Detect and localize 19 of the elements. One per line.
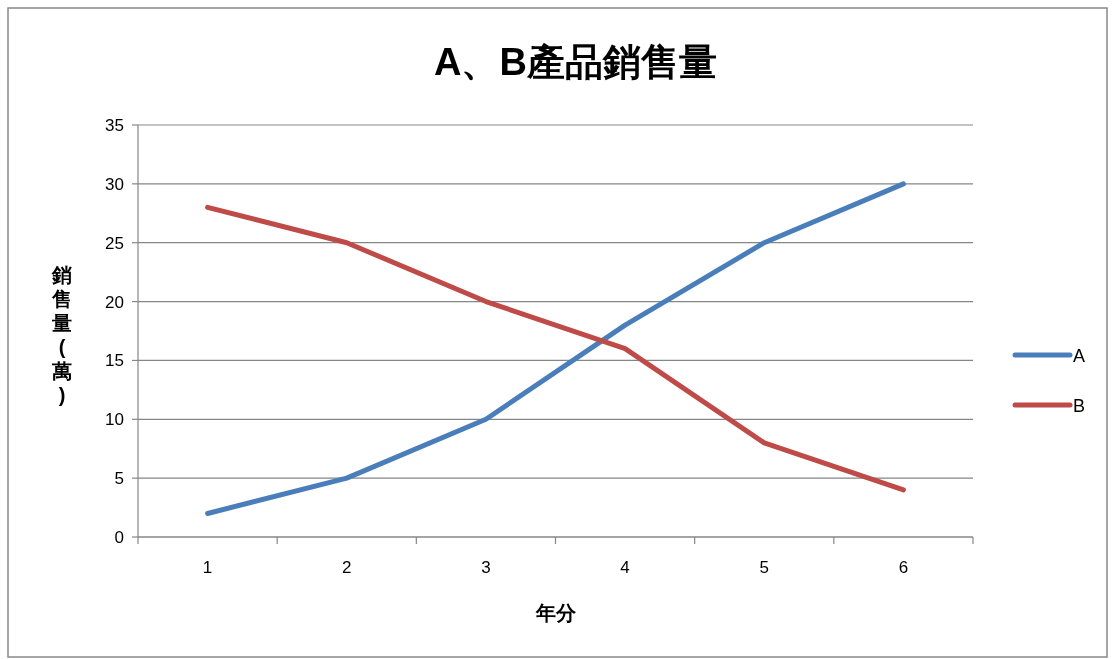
y-tick-label: 15 <box>105 351 124 371</box>
y-tick-label: 35 <box>105 116 124 135</box>
y-tick-label: 30 <box>105 174 124 194</box>
x-tick-label: 3 <box>481 558 491 577</box>
y-tick-label: 20 <box>105 292 124 312</box>
x-tick-label: 2 <box>342 558 352 577</box>
x-tick-label: 1 <box>202 558 213 577</box>
chart-title: A、B產品銷售量 <box>434 41 717 83</box>
legend-label: A <box>1073 346 1086 366</box>
y-tick-label: 10 <box>105 410 124 430</box>
x-tick-label: 5 <box>759 558 769 577</box>
y-tick-label: 25 <box>105 233 124 253</box>
y-axis-title: 銷售量(萬) <box>51 264 72 406</box>
y-tick-label: 5 <box>114 469 124 489</box>
x-tick-label: 6 <box>898 558 909 577</box>
x-axis-title: 年分 <box>534 602 577 624</box>
legend-label: B <box>1073 396 1086 416</box>
y-tick-label: 0 <box>114 528 124 547</box>
x-tick-label: 4 <box>620 558 630 577</box>
